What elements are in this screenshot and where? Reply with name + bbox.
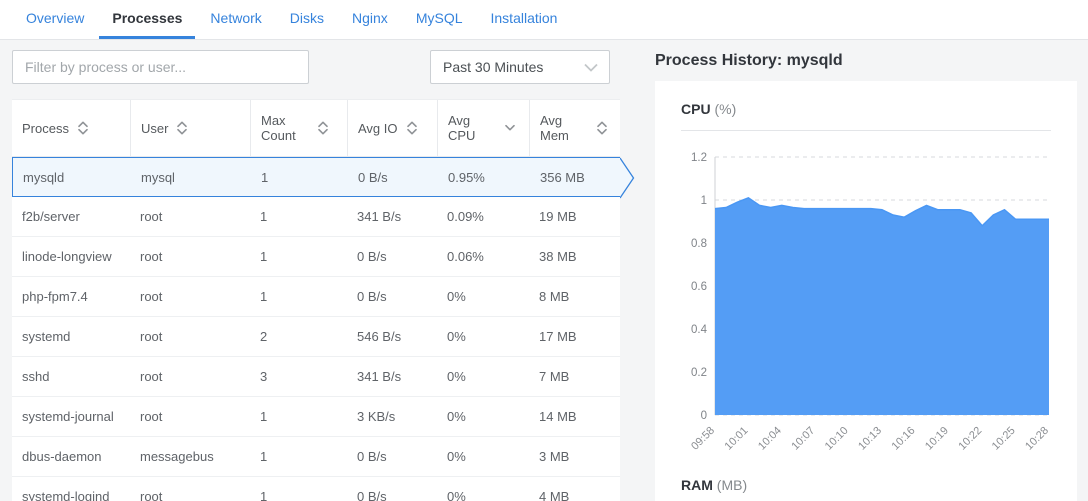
table-row-systemd-logind[interactable]: systemd-logind root 1 0 B/s 0% 4 MB [12,477,620,501]
svg-text:0.2: 0.2 [691,367,707,379]
svg-text:0.4: 0.4 [691,324,708,336]
process-table: Process User Max Count Avg IO Avg CPU [12,99,635,501]
svg-text:10:25: 10:25 [990,425,1018,453]
column-header-avg-mem[interactable]: Avg Mem [529,100,620,156]
svg-text:10:13: 10:13 [856,425,884,453]
sort-both-icon [406,121,417,135]
svg-text:10:16: 10:16 [890,425,918,453]
panel-title: Process History: mysqld [655,52,843,69]
sort-both-icon [597,121,607,135]
process-history-card: CPU (%) 0 0.2 0.4 0.6 0.8 1 1.2 09:58 10:01 10:04… [655,81,1077,501]
sort-both-icon [177,121,188,135]
tab-disks[interactable]: Disks [289,10,325,26]
selected-row-arrow-icon [620,157,635,199]
toolbar: Past 30 Minutes [12,50,620,84]
ram-section-heading: RAM (MB) [681,477,748,493]
process-table-header: Process User Max Count Avg IO Avg CPU [12,99,620,157]
svg-text:0: 0 [701,410,707,422]
sort-both-icon [318,121,328,135]
column-header-avg-io[interactable]: Avg IO [347,100,437,156]
sort-both-icon [78,121,88,135]
table-row-f2b-server[interactable]: f2b/server root 1 341 B/s 0.09% 19 MB [12,197,620,237]
svg-text:1.2: 1.2 [691,152,707,164]
process-filter-input[interactable] [12,50,309,84]
svg-text:10:22: 10:22 [956,425,984,453]
tab-overview[interactable]: Overview [26,10,85,26]
svg-text:10:07: 10:07 [789,425,817,453]
column-header-max-count[interactable]: Max Count [250,100,347,156]
svg-text:10:01: 10:01 [723,425,751,453]
svg-text:0.6: 0.6 [691,281,707,293]
chevron-down-icon [584,63,598,72]
column-header-user[interactable]: User [130,100,250,156]
table-row-dbus-daemon[interactable]: dbus-daemon messagebus 1 0 B/s 0% 3 MB [12,437,620,477]
table-row-linode-longview[interactable]: linode-longview root 1 0 B/s 0.06% 38 MB [12,237,620,277]
tab-network[interactable]: Network [210,10,262,26]
cpu-area-chart: 00.20.40.60.811.209:58 10:01 10:04 10:07 10:… [689,152,1051,453]
svg-text:10:10: 10:10 [823,425,851,453]
tab-bar: Overview Processes Network Disks Nginx M… [0,0,1088,40]
table-row-mysqld[interactable]: mysqld mysql 1 0 B/s 0.95% 356 MB [12,157,635,199]
tab-nginx[interactable]: Nginx [352,10,388,26]
svg-text:10:19: 10:19 [923,425,951,453]
sort-desc-icon [505,124,515,131]
tab-installation[interactable]: Installation [490,10,558,26]
svg-text:0.8: 0.8 [691,238,707,250]
process-history-panel: Process History: mysqld CPU (%) 0 0.2 0.4 0… [643,40,1088,501]
column-header-avg-cpu[interactable]: Avg CPU [437,100,529,156]
processes-pane: Past 30 Minutes Process User Max Count [0,40,643,501]
time-range-select[interactable]: Past 30 Minutes [430,50,610,84]
column-header-process[interactable]: Process [12,100,130,156]
tab-mysql[interactable]: MySQL [415,10,463,26]
cpu-section-heading: CPU (%) [681,101,1051,131]
time-range-value: Past 30 Minutes [443,59,544,75]
table-row-systemd[interactable]: systemd root 2 546 B/s 0% 17 MB [12,317,620,357]
svg-text:1: 1 [701,195,707,207]
tab-processes[interactable]: Processes [99,0,196,39]
table-row-systemd-journal[interactable]: systemd-journal root 1 3 KB/s 0% 14 MB [12,397,620,437]
svg-text:10:28: 10:28 [1023,425,1051,453]
table-row-php-fpm[interactable]: php-fpm7.4 root 1 0 B/s 0% 8 MB [12,277,620,317]
svg-text:10:04: 10:04 [756,425,784,453]
svg-text:09:58: 09:58 [689,425,717,453]
table-row-sshd[interactable]: sshd root 3 341 B/s 0% 7 MB [12,357,620,397]
